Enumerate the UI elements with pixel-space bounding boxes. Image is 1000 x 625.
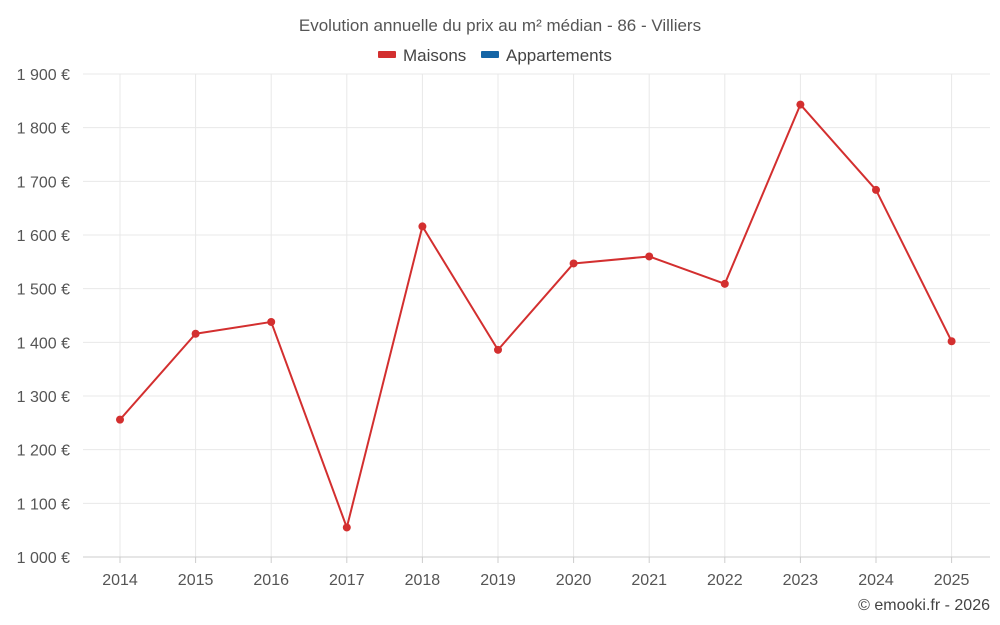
x-gridlines	[119, 74, 953, 563]
x-tick-label: 2015	[178, 572, 214, 589]
y-tick-label: 1 300 €	[17, 389, 70, 406]
y-axis-tick-labels: 1 000 € 1 100 € 1 200 € 1 300 € 1 400 € 1 500…	[17, 67, 70, 567]
x-axis-tick-labels: 2014 2015 2016 2017 2018 2019 2020 2021 2022 2023…	[102, 572, 969, 589]
data-point[interactable]	[569, 259, 578, 268]
legend-item-maisons[interactable]: Maisons	[378, 46, 466, 65]
data-point[interactable]	[796, 100, 805, 109]
legend-label-maisons: Maisons	[403, 46, 466, 65]
x-tick-label: 2016	[253, 572, 289, 589]
credit-text: © emooki.fr - 2026	[858, 597, 990, 614]
data-point[interactable]	[342, 523, 351, 532]
y-tick-label: 1 800 €	[17, 121, 70, 138]
y-tick-label: 1 700 €	[17, 174, 70, 191]
x-tick-label: 2014	[102, 572, 138, 589]
x-tick-label: 2025	[934, 572, 970, 589]
y-tick-label: 1 000 €	[17, 550, 70, 567]
series-layer	[116, 100, 956, 532]
legend-label-appartements: Appartements	[506, 46, 612, 65]
legend-swatch-maisons	[378, 51, 396, 58]
y-gridlines	[83, 73, 990, 504]
data-point[interactable]	[645, 252, 654, 261]
legend-item-appartements[interactable]: Appartements	[481, 46, 612, 65]
x-tick-label: 2024	[858, 572, 894, 589]
x-tick-label: 2022	[707, 572, 743, 589]
y-tick-label: 1 400 €	[17, 335, 70, 352]
data-point[interactable]	[947, 337, 956, 346]
data-point[interactable]	[418, 222, 427, 231]
data-point[interactable]	[494, 345, 502, 354]
chart-legend: Maisons Appartements	[378, 46, 612, 65]
chart-title: Evolution annuelle du prix au m² médian …	[299, 16, 701, 35]
y-tick-label: 1 900 €	[17, 67, 70, 84]
data-point[interactable]	[720, 279, 729, 288]
data-point[interactable]	[267, 317, 276, 326]
x-tick-label: 2018	[405, 572, 441, 589]
y-tick-label: 1 600 €	[17, 228, 70, 245]
x-tick-label: 2017	[329, 572, 365, 589]
y-tick-label: 1 200 €	[17, 443, 70, 460]
data-point[interactable]	[116, 415, 124, 424]
data-point[interactable]	[872, 185, 880, 194]
data-point[interactable]	[191, 329, 200, 338]
y-tick-label: 1 500 €	[17, 282, 70, 299]
x-tick-label: 2023	[783, 572, 819, 589]
y-tick-label: 1 100 €	[17, 496, 70, 513]
x-tick-label: 2019	[480, 572, 516, 589]
legend-swatch-appartements	[481, 51, 499, 58]
series-line-maisons	[119, 103, 953, 529]
x-tick-label: 2021	[631, 572, 667, 589]
x-tick-label: 2020	[556, 572, 592, 589]
